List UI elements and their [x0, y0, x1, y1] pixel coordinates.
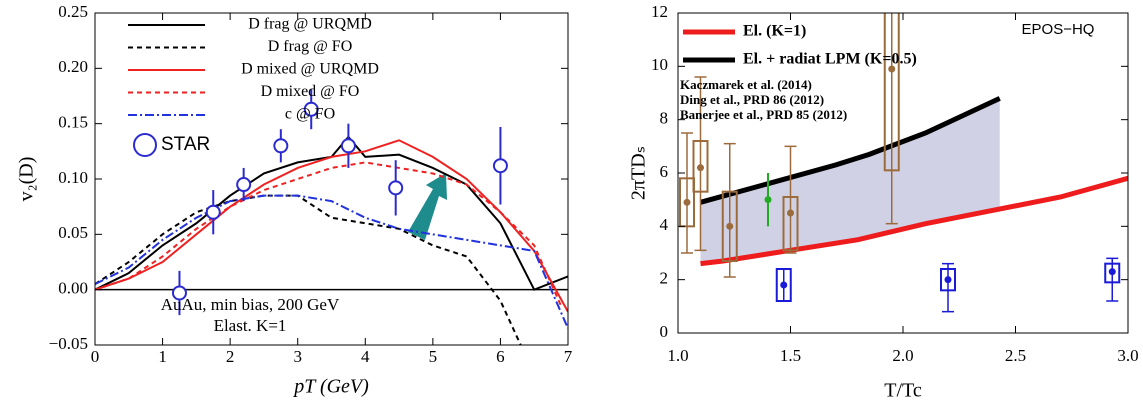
- plot-area: [679, 13, 1128, 313]
- box: [775, 268, 792, 302]
- data-point: [888, 65, 896, 73]
- data-point: [303, 101, 319, 117]
- legend-label: El. (K=1): [743, 23, 806, 40]
- y-axis-label: 2πTDₛ: [628, 146, 650, 200]
- legend-label: STAR: [161, 134, 210, 155]
- legend-label: c @ FO: [285, 106, 335, 123]
- data-point: [780, 281, 788, 289]
- y-tick-label: 8: [660, 109, 669, 128]
- annotation: AuAu, min bias, 200 GeV: [161, 295, 340, 314]
- series-line: [95, 139, 568, 313]
- series-line: [699, 96, 1001, 205]
- data-point: [273, 138, 289, 154]
- y-tick-label: 0.00: [58, 279, 88, 298]
- data-point: [205, 204, 221, 220]
- series-line: [95, 161, 563, 307]
- y-tick-label: 0.20: [58, 57, 88, 76]
- x-tick-label: 3: [293, 347, 302, 366]
- x-tick-label: 2.0: [892, 346, 913, 365]
- legend-label: D mixed @ FO: [261, 83, 360, 100]
- x-axis-label: pT (GeV): [292, 376, 369, 398]
- box: [679, 177, 695, 228]
- data-point: [697, 164, 704, 172]
- y-tick-label: 0.05: [58, 223, 88, 242]
- x-tick-label: 4: [361, 347, 370, 366]
- box: [692, 140, 709, 193]
- y-axis-label: v₂(D): [16, 157, 38, 202]
- y-tick-label: −0.05: [49, 334, 88, 353]
- arrow: [408, 173, 447, 240]
- data-point: [171, 285, 187, 301]
- y-tick-label: 0.10: [58, 168, 88, 187]
- x-tick-label: 6: [496, 347, 505, 366]
- y-tick-label: 4: [660, 215, 669, 234]
- annotation: Elast. K=1: [214, 316, 287, 335]
- series-line: [95, 194, 568, 329]
- plot-area: [95, 89, 568, 345]
- legend-label: Kaczmarek et al. (2014): [680, 77, 812, 92]
- x-tick-label: 2.5: [1005, 346, 1026, 365]
- y-tick-label: 6: [660, 162, 669, 181]
- data-point: [340, 138, 356, 154]
- y-tick-label: 0.25: [58, 2, 88, 21]
- x-tick-label: 3.0: [1117, 346, 1138, 365]
- x-tick-label: 7: [564, 347, 573, 366]
- data-point: [1108, 268, 1116, 276]
- box: [883, 13, 900, 172]
- series-line: [700, 175, 1128, 267]
- x-tick-label: 1.0: [667, 346, 688, 365]
- box: [1104, 262, 1121, 284]
- series-line: [95, 135, 568, 291]
- data-point: [492, 158, 508, 174]
- legend-label: D frag @ URQMD: [248, 16, 372, 33]
- data-point: [388, 180, 404, 196]
- x-tick-label: 1: [158, 347, 167, 366]
- data-point: [787, 209, 794, 217]
- box: [782, 196, 799, 252]
- legend-label: Ding et al., PRD 86 (2012): [680, 92, 824, 107]
- annotation: EPOS−HQ: [1022, 21, 1095, 38]
- legend-label: Banerjee et al., PRD 85 (2012): [680, 107, 847, 122]
- x-tick-label: 1.5: [780, 346, 801, 365]
- legend-label: D mixed @ URQMD: [241, 61, 379, 78]
- x-tick-label: 2: [226, 347, 235, 366]
- y-tick-label: 0: [660, 322, 669, 341]
- legend-swatch: [133, 133, 157, 157]
- data-point: [944, 276, 952, 284]
- y-tick-label: 2: [660, 269, 669, 288]
- y-tick-label: 10: [651, 55, 668, 74]
- box: [721, 190, 738, 263]
- legend-label: El. + radiat LPM (K=0.5): [743, 51, 917, 68]
- x-axis-label: T/Tc: [884, 380, 922, 402]
- y-tick-label: 12: [651, 2, 668, 21]
- data-point: [683, 198, 691, 206]
- data-point: [236, 177, 252, 193]
- legend-label: D frag @ FO: [268, 38, 353, 55]
- x-tick-label: 5: [429, 347, 438, 366]
- data-point: [726, 222, 734, 230]
- series-line: [95, 194, 522, 345]
- x-tick-label: 0: [91, 347, 100, 366]
- y-tick-label: 0.15: [58, 113, 88, 132]
- box: [940, 268, 956, 292]
- data-point: [764, 196, 772, 204]
